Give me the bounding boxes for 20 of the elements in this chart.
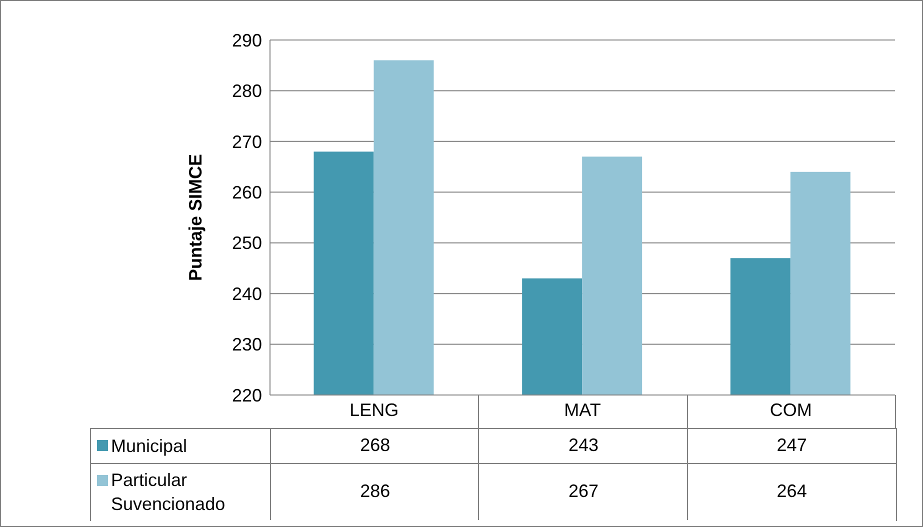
y-tick-label: 250 bbox=[232, 233, 262, 254]
y-axis-title: Puntaje SIMCE bbox=[185, 154, 206, 282]
legend-label: Particular Suvencionado bbox=[111, 468, 226, 516]
y-tick-label: 220 bbox=[232, 385, 262, 406]
y-tick-label: 290 bbox=[232, 30, 262, 50]
y-tick-label: 280 bbox=[232, 81, 262, 102]
data-label: 243 bbox=[478, 428, 688, 463]
x-tick-label: MAT bbox=[564, 400, 601, 420]
data-label: 267 bbox=[478, 463, 688, 520]
y-tick-label: 230 bbox=[232, 334, 262, 355]
y-tick-label: 240 bbox=[232, 284, 262, 304]
x-tick-label: LENG bbox=[350, 400, 399, 420]
y-tick-label: 270 bbox=[232, 132, 262, 152]
y-tick-label: 260 bbox=[232, 182, 262, 203]
data-label: 268 bbox=[270, 428, 480, 463]
data-label: 264 bbox=[686, 463, 896, 520]
data-label: 247 bbox=[686, 428, 896, 463]
data-label: 286 bbox=[270, 463, 480, 520]
legend-label: Municipal bbox=[111, 434, 188, 458]
x-tick-label: COM bbox=[770, 400, 812, 420]
